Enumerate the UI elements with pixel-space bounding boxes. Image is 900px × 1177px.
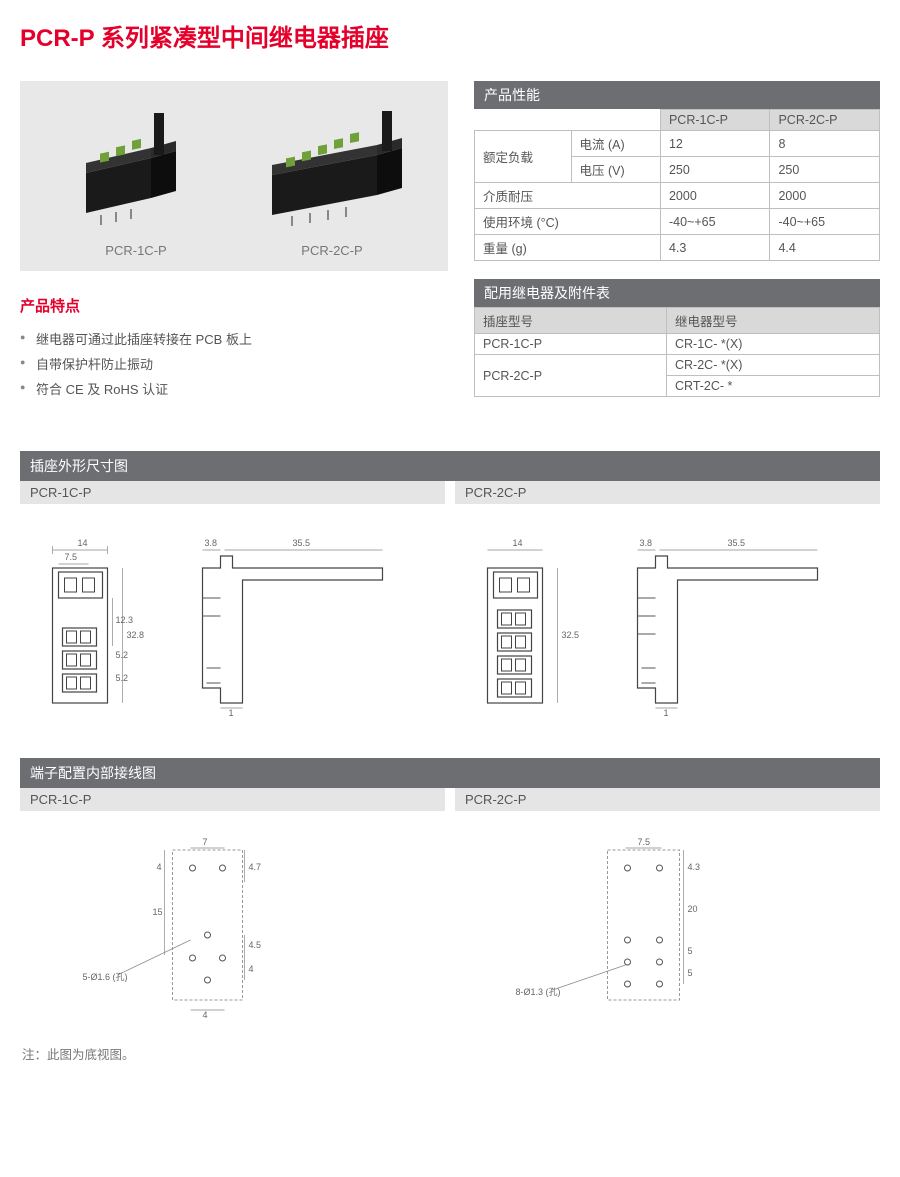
wiring-diagram-1c: 7 4.7 4 15 4.5 4 5-Ø1.6 (孔) bbox=[20, 825, 445, 1030]
svg-text:5: 5 bbox=[688, 968, 693, 978]
svg-text:5.2: 5.2 bbox=[116, 673, 129, 683]
spec-row-label: 重量 (g) bbox=[475, 235, 661, 261]
product-label-1c: PCR-1C-P bbox=[56, 243, 216, 258]
svg-text:5.2: 5.2 bbox=[116, 650, 129, 660]
wiring-header: 端子配置内部接线图 bbox=[20, 758, 880, 788]
accessory-cell: CRT-2C- * bbox=[667, 376, 880, 397]
spec-row-label: 使用环境 (°C) bbox=[475, 209, 661, 235]
wiring-diagrams: 7 4.7 4 15 4.5 4 5-Ø1.6 (孔) bbox=[20, 811, 880, 1038]
svg-text:15: 15 bbox=[153, 907, 163, 917]
spec-cell: 12 bbox=[660, 131, 770, 157]
wiring-label-1c: PCR-1C-P bbox=[20, 788, 445, 811]
spec-cell: -40~+65 bbox=[770, 209, 880, 235]
spec-header: 产品性能 bbox=[474, 81, 880, 109]
svg-text:14: 14 bbox=[78, 538, 88, 548]
spec-row-label: 额定负载 bbox=[475, 131, 572, 183]
product-label-2c: PCR-2C-P bbox=[252, 243, 412, 258]
accessory-head-1: 插座型号 bbox=[475, 308, 667, 334]
accessory-table: 插座型号 继电器型号 PCR-1C-P CR-1C- *(X) PCR-2C-P… bbox=[474, 307, 880, 397]
spec-cell: 2000 bbox=[660, 183, 770, 209]
svg-text:32.5: 32.5 bbox=[562, 630, 580, 640]
svg-text:4.3: 4.3 bbox=[688, 862, 701, 872]
page-title: PCR-P 系列紧凑型中间继电器插座 bbox=[20, 18, 880, 53]
svg-text:5-Ø1.6 (孔): 5-Ø1.6 (孔) bbox=[83, 972, 128, 982]
wiring-diagram-2c: 7.5 4.3 20 5 5 8-Ø1.3 (孔) bbox=[455, 825, 880, 1030]
product-render-1c bbox=[56, 103, 216, 233]
svg-text:7: 7 bbox=[203, 837, 208, 847]
svg-text:8-Ø1.3 (孔): 8-Ø1.3 (孔) bbox=[516, 987, 561, 997]
features-heading: 产品特点 bbox=[20, 295, 450, 316]
spec-cell: 2000 bbox=[770, 183, 880, 209]
svg-text:3.8: 3.8 bbox=[640, 538, 653, 548]
accessory-cell: PCR-1C-P bbox=[475, 334, 667, 355]
accessory-header: 配用继电器及附件表 bbox=[474, 279, 880, 307]
accessory-cell: CR-1C- *(X) bbox=[667, 334, 880, 355]
wiring-note: 注：此图为底视图。 bbox=[20, 1044, 880, 1063]
product-render-2c bbox=[252, 103, 412, 233]
svg-text:4: 4 bbox=[203, 1010, 208, 1020]
outline-header: 插座外形尺寸图 bbox=[20, 451, 880, 481]
svg-text:20: 20 bbox=[688, 904, 698, 914]
spec-cell: 电压 (V) bbox=[571, 157, 660, 183]
accessory-cell: CR-2C- *(X) bbox=[667, 355, 880, 376]
outline-diagram-1c: 14 7.5 32.8 bbox=[20, 518, 445, 728]
spec-cell: 4.3 bbox=[660, 235, 770, 261]
spec-cell: 8 bbox=[770, 131, 880, 157]
svg-text:4.7: 4.7 bbox=[249, 862, 262, 872]
svg-text:14: 14 bbox=[513, 538, 523, 548]
accessory-cell: PCR-2C-P bbox=[475, 355, 667, 397]
spec-col-2c: PCR-2C-P bbox=[770, 110, 880, 131]
spec-row-label: 介质耐压 bbox=[475, 183, 661, 209]
top-section: PCR-1C-P bbox=[20, 81, 880, 415]
svg-text:35.5: 35.5 bbox=[728, 538, 746, 548]
spec-cell: 250 bbox=[660, 157, 770, 183]
svg-text:35.5: 35.5 bbox=[293, 538, 311, 548]
spec-cell: 电流 (A) bbox=[571, 131, 660, 157]
wiring-label-2c: PCR-2C-P bbox=[455, 788, 880, 811]
feature-item: 自带保护杆防止振动 bbox=[20, 351, 450, 376]
accessory-head-2: 继电器型号 bbox=[667, 308, 880, 334]
svg-text:3.8: 3.8 bbox=[205, 538, 218, 548]
svg-text:12.3: 12.3 bbox=[116, 615, 134, 625]
features-list: 继电器可通过此插座转接在 PCB 板上 自带保护杆防止振动 符合 CE 及 Ro… bbox=[20, 326, 450, 401]
spec-col-1c: PCR-1C-P bbox=[660, 110, 770, 131]
spec-cell: 4.4 bbox=[770, 235, 880, 261]
product-photo-panel: PCR-1C-P bbox=[20, 81, 448, 271]
spec-table: PCR-1C-P PCR-2C-P 额定负载 电流 (A) 12 8 电压 (V… bbox=[474, 109, 880, 261]
svg-text:4: 4 bbox=[157, 862, 162, 872]
spec-cell: 250 bbox=[770, 157, 880, 183]
feature-item: 符合 CE 及 RoHS 认证 bbox=[20, 376, 450, 401]
svg-text:1: 1 bbox=[229, 708, 234, 718]
svg-text:4.5: 4.5 bbox=[249, 940, 262, 950]
outline-label-1c: PCR-1C-P bbox=[20, 481, 445, 504]
svg-text:7.5: 7.5 bbox=[65, 552, 78, 562]
outline-diagram-2c: 14 32.5 bbox=[455, 518, 880, 728]
spec-cell: -40~+65 bbox=[660, 209, 770, 235]
feature-item: 继电器可通过此插座转接在 PCB 板上 bbox=[20, 326, 450, 351]
svg-text:32.8: 32.8 bbox=[127, 630, 145, 640]
svg-text:1: 1 bbox=[664, 708, 669, 718]
svg-text:7.5: 7.5 bbox=[638, 837, 651, 847]
outline-label-2c: PCR-2C-P bbox=[455, 481, 880, 504]
svg-text:4: 4 bbox=[249, 964, 254, 974]
svg-text:5: 5 bbox=[688, 946, 693, 956]
outline-diagrams: 14 7.5 32.8 bbox=[20, 504, 880, 736]
